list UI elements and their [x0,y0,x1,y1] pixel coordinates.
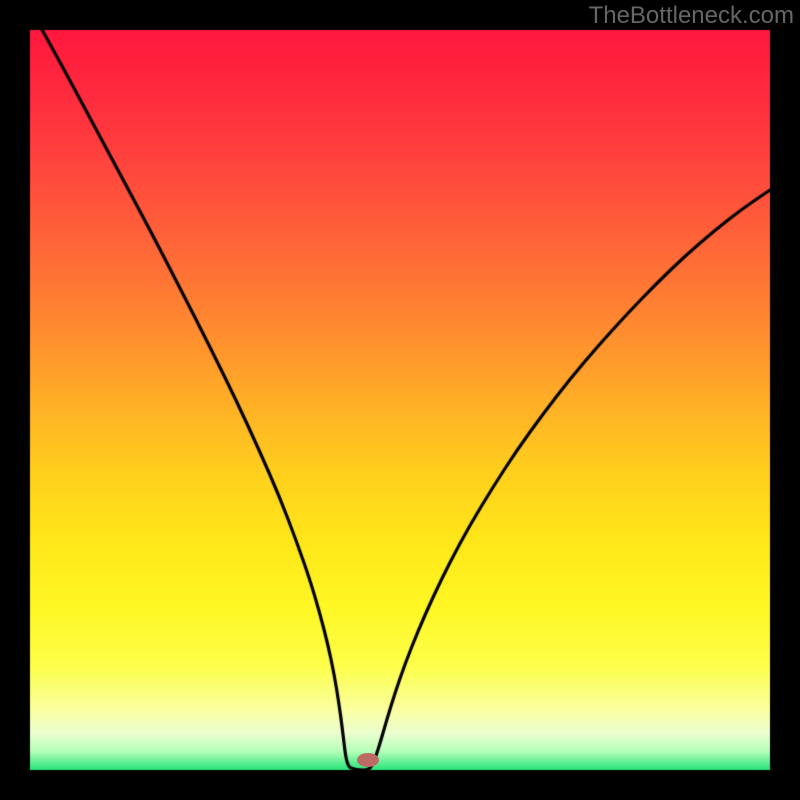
chart-stage: TheBottleneck.com [0,0,800,800]
bottleneck-curve-layer [0,0,800,800]
watermark-text: TheBottleneck.com [589,2,794,30]
bottleneck-marker [357,753,379,767]
